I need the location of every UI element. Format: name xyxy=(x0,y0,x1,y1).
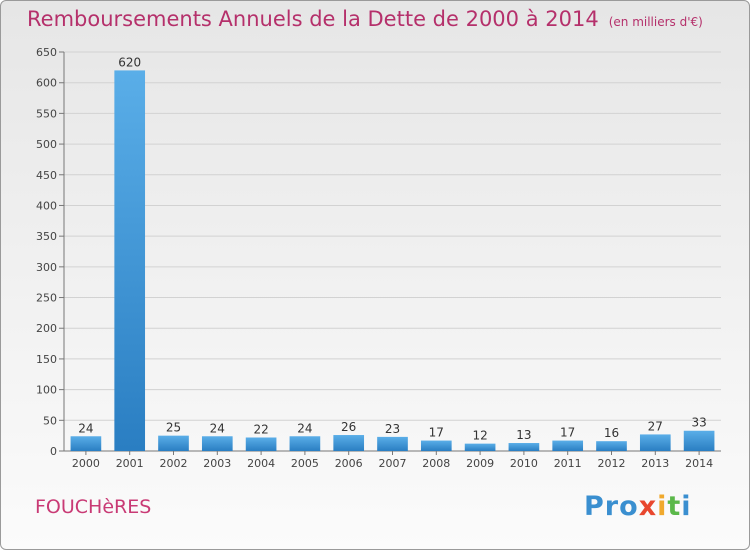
y-tick-label: 600 xyxy=(36,77,57,90)
logo-letter: r xyxy=(604,491,620,522)
y-tick-label: 400 xyxy=(36,199,57,212)
logo-letter: o xyxy=(619,491,639,522)
bar xyxy=(201,436,233,451)
value-label: 24 xyxy=(210,421,225,435)
value-label: 12 xyxy=(472,429,487,443)
bar xyxy=(289,436,321,451)
value-label: 13 xyxy=(516,428,531,442)
chart-subtitle: (en milliers d'€) xyxy=(608,15,703,29)
bar xyxy=(508,443,540,451)
x-tick-label: 2012 xyxy=(598,457,626,470)
y-tick-label: 50 xyxy=(43,414,57,427)
proxiti-logo: Proxiti xyxy=(584,491,692,522)
y-tick-label: 0 xyxy=(50,445,57,458)
x-tick-label: 2010 xyxy=(510,457,538,470)
y-tick-label: 500 xyxy=(36,138,57,151)
logo-letter: i xyxy=(657,491,668,522)
y-tick-label: 300 xyxy=(36,261,57,274)
logo-letter: P xyxy=(584,491,605,522)
value-label: 23 xyxy=(385,422,400,436)
x-tick-label: 2002 xyxy=(160,457,188,470)
value-label: 24 xyxy=(297,421,312,435)
y-tick-label: 250 xyxy=(36,292,57,305)
value-label: 17 xyxy=(560,426,575,440)
value-label: 16 xyxy=(604,426,619,440)
x-tick-label: 2009 xyxy=(466,457,494,470)
x-tick-label: 2011 xyxy=(554,457,582,470)
value-label: 25 xyxy=(166,421,181,435)
x-tick-label: 2007 xyxy=(379,457,407,470)
x-tick-label: 2004 xyxy=(247,457,275,470)
chart-title-text: Remboursements Annuels de la Dette de 20… xyxy=(27,7,599,31)
chart-title: Remboursements Annuels de la Dette de 20… xyxy=(27,7,703,31)
value-label: 24 xyxy=(78,421,93,435)
bar xyxy=(683,430,715,451)
x-tick-label: 2001 xyxy=(116,457,144,470)
y-tick-label: 150 xyxy=(36,353,57,366)
y-tick-label: 200 xyxy=(36,322,57,335)
x-tick-label: 2006 xyxy=(335,457,363,470)
x-tick-label: 2014 xyxy=(685,457,713,470)
bar xyxy=(420,440,452,451)
commune-name: FOUCHèRES xyxy=(35,496,152,518)
x-tick-label: 2005 xyxy=(291,457,319,470)
y-tick-label: 650 xyxy=(36,46,57,59)
value-label: 33 xyxy=(691,416,706,430)
y-tick-label: 550 xyxy=(36,107,57,120)
y-tick-label: 450 xyxy=(36,169,57,182)
y-tick-label: 100 xyxy=(36,384,57,397)
bar xyxy=(114,70,146,452)
bar xyxy=(464,443,496,451)
bar xyxy=(70,436,102,451)
value-label: 22 xyxy=(253,422,268,436)
logo-letter: x xyxy=(638,491,658,522)
value-label: 26 xyxy=(341,420,356,434)
bar xyxy=(639,434,671,451)
bar xyxy=(333,435,365,451)
x-tick-label: 2013 xyxy=(641,457,669,470)
bar xyxy=(596,441,627,451)
y-tick-label: 350 xyxy=(36,230,57,243)
value-label: 620 xyxy=(118,55,141,69)
value-label: 27 xyxy=(648,419,663,433)
bar xyxy=(377,436,408,451)
logo-letter: i xyxy=(681,491,692,522)
logo-letter: t xyxy=(667,491,682,522)
value-label: 17 xyxy=(429,426,444,440)
bar xyxy=(552,440,584,451)
x-tick-label: 2008 xyxy=(422,457,450,470)
x-tick-label: 2003 xyxy=(203,457,231,470)
x-tick-label: 2000 xyxy=(72,457,100,470)
bar xyxy=(245,437,277,451)
bar xyxy=(158,435,189,451)
